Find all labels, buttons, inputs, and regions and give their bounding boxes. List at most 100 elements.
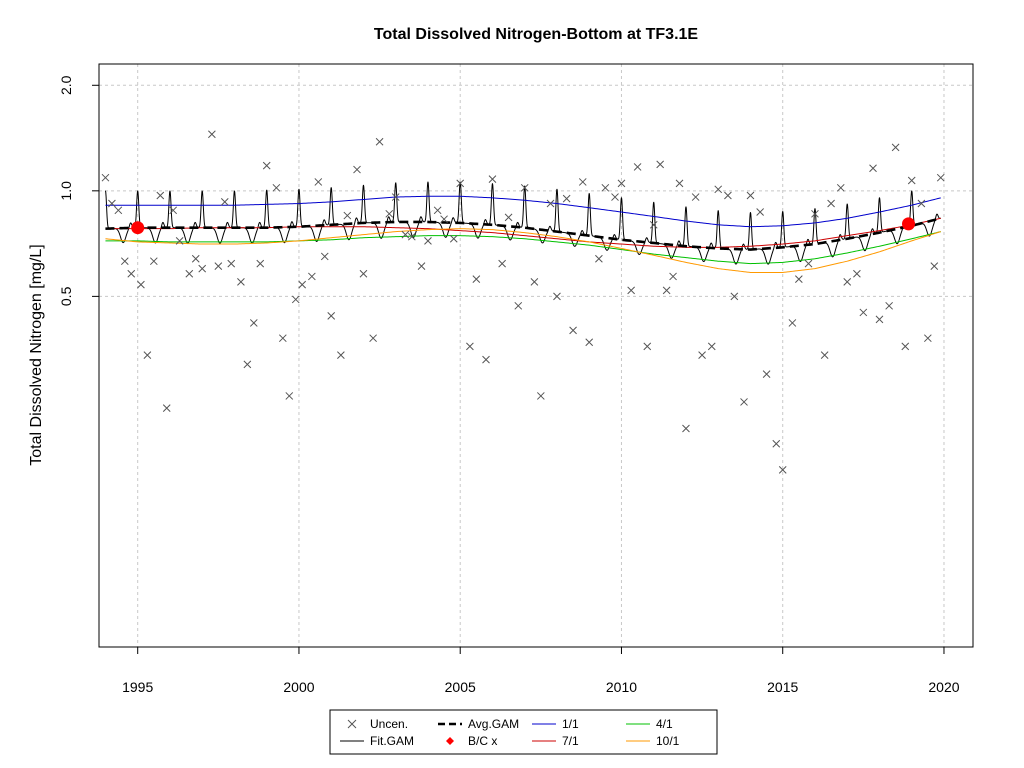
uncen-point <box>466 342 474 351</box>
uncen-point <box>820 351 829 359</box>
points-layer <box>101 130 945 474</box>
uncen-point <box>449 234 458 243</box>
series-line-s1 <box>105 195 941 228</box>
uncen-point <box>369 334 377 343</box>
uncen-point <box>191 254 200 263</box>
uncen-point <box>930 262 939 270</box>
uncen-point <box>456 179 465 188</box>
uncen-point <box>740 398 748 406</box>
uncen-point <box>669 272 677 281</box>
legend-item-avg: Avg.GAM <box>438 717 519 731</box>
uncen-point <box>859 308 868 317</box>
uncen-point <box>536 392 545 400</box>
x-tick-label: 2020 <box>928 679 959 695</box>
uncen-point <box>853 269 861 278</box>
uncen-point <box>656 160 665 169</box>
uncen-point <box>682 424 690 433</box>
uncen-point <box>440 215 448 224</box>
uncen-point <box>707 342 716 351</box>
uncen-point <box>291 295 300 304</box>
uncen-point <box>875 315 884 324</box>
uncen-point <box>285 392 294 400</box>
uncen-point <box>923 334 932 343</box>
x-tick-label: 1995 <box>122 679 153 695</box>
uncen-point <box>778 466 787 474</box>
uncen-point <box>595 254 603 263</box>
uncen-point <box>249 319 258 327</box>
uncen-point <box>698 351 706 359</box>
uncen-point <box>272 183 281 192</box>
legend-label: 10/1 <box>656 734 680 748</box>
uncen-point <box>156 191 165 200</box>
uncen-point <box>907 176 916 185</box>
uncen-point <box>714 185 723 194</box>
y-axis-label: Total Dissolved Nitrogen [mg/L] <box>28 244 45 465</box>
uncen-point <box>788 319 797 327</box>
x-axis: 1995 2000 2005 2010 2015 2020 <box>122 647 960 695</box>
uncen-point <box>901 342 910 351</box>
uncen-point <box>649 220 658 229</box>
x-tick-label: 2015 <box>767 679 798 695</box>
bc-point <box>131 221 145 235</box>
x-tick-label: 2000 <box>283 679 314 695</box>
grid <box>99 64 973 647</box>
uncen-point <box>237 278 245 286</box>
uncen-point <box>772 439 781 448</box>
uncen-point <box>601 183 610 192</box>
legend-item-bc: B/C x <box>446 734 497 748</box>
uncen-point <box>756 208 764 216</box>
uncen-point <box>243 360 252 369</box>
uncen-point <box>530 278 539 286</box>
uncen-point <box>569 326 577 335</box>
uncen-point <box>417 262 426 270</box>
y-axis: 0.5 1.0 2.0 <box>58 75 99 306</box>
y-tick-label: 0.5 <box>58 286 74 306</box>
uncen-point <box>101 173 110 182</box>
series-line-s7 <box>105 217 941 248</box>
plot-frame <box>98 63 974 648</box>
uncen-point <box>917 199 926 208</box>
legend-swatch <box>446 737 454 745</box>
uncen-point <box>746 191 755 200</box>
legend-label: 1/1 <box>562 717 579 731</box>
series-line-s10 <box>105 228 941 273</box>
uncen-point <box>662 286 671 295</box>
uncen-point <box>869 164 877 173</box>
uncen-point <box>220 198 229 206</box>
uncen-point <box>472 275 481 283</box>
series-layer <box>104 181 942 273</box>
uncen-point <box>936 173 945 182</box>
uncen-point <box>891 143 900 152</box>
uncen-point <box>391 193 400 201</box>
x-tick-label: 2005 <box>445 679 476 695</box>
uncen-point <box>585 338 594 347</box>
uncen-point <box>175 236 184 245</box>
legend-label: 4/1 <box>656 717 673 731</box>
uncen-point <box>169 206 178 215</box>
uncen-point <box>762 370 771 379</box>
legend-label: Avg.GAM <box>468 717 519 731</box>
y-tick-label: 1.0 <box>58 181 74 201</box>
legend-item-s4: 4/1 <box>626 717 673 731</box>
uncen-point <box>127 269 136 278</box>
legend-swatch <box>347 719 357 729</box>
series-line-s4 <box>105 231 941 265</box>
uncen-point <box>278 334 287 343</box>
uncen-point <box>885 301 894 310</box>
legend-label: B/C x <box>468 734 497 748</box>
uncen-point <box>298 280 307 289</box>
uncen-point <box>633 163 642 171</box>
legend-item-s7: 7/1 <box>532 734 579 748</box>
legend-label: 7/1 <box>562 734 579 748</box>
uncen-point <box>120 257 129 266</box>
uncen-point <box>827 199 835 208</box>
uncen-point <box>843 278 852 286</box>
uncen-point <box>836 183 845 192</box>
chart-title: Total Dissolved Nitrogen-Bottom at TF3.1… <box>374 26 699 43</box>
legend-label: Uncen. <box>370 717 408 731</box>
uncen-point <box>504 213 513 222</box>
uncen-point <box>482 355 490 364</box>
uncen-point <box>724 191 732 200</box>
